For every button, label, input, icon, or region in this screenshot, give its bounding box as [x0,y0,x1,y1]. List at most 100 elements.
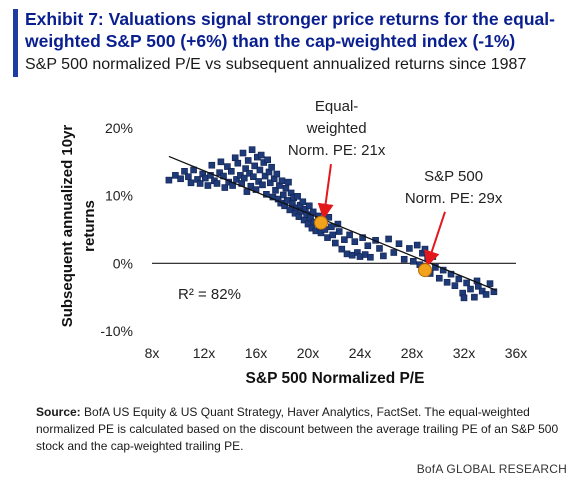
highlight-label: Norm. PE: 29x [405,190,503,207]
scatter-point [351,238,359,245]
scatter-point [364,242,372,250]
scatter-chart: Subsequent annualized 10yr returns -10% 0… [59,98,527,387]
scatter-point [285,178,292,186]
scatter-point [259,181,266,189]
scatter-point [385,235,392,243]
scatter-point [242,165,249,172]
scatter-point [278,177,286,185]
r-squared-label: R² = 82% [178,286,241,303]
scatter-point [264,156,272,164]
scatter-point [246,170,253,177]
scatter-point [346,231,353,239]
scatter-point [359,234,366,241]
y-axis-title-line: Subsequent annualized 10yr [59,125,76,328]
scatter-point [233,176,240,183]
scatter-point [187,179,195,187]
scatter-point [244,157,252,164]
scatter-point [460,294,468,302]
scatter-point [329,231,337,239]
scatter-point [435,274,443,282]
scatter-point [204,182,212,189]
highlight-label: S&P 500 [424,168,483,185]
scatter-point [395,240,403,248]
scatter-point [196,180,204,187]
scatter-point [478,287,486,295]
x-tick-label: 12x [193,345,216,361]
scatter-point [317,229,325,237]
scatter-point [255,178,262,185]
trendline [168,155,497,292]
scatter-point [367,253,374,261]
scatter-point [261,172,269,180]
source-note: Source: BofA US Equity & US Quant Strate… [36,404,566,455]
scatter-point [338,245,346,253]
scatter-point [294,193,301,200]
scatter-point [421,245,429,253]
scatter-point [299,198,307,206]
scatter-point [471,293,478,301]
scatter-point [400,255,408,263]
scatter-point [331,239,339,247]
y-tick-label: 20% [105,120,133,136]
scatter-point [263,191,270,198]
x-tick-label: 28x [401,345,424,361]
plot-area: -10% 0% 10% 20% 8x 12x 16x 20x 24x 28x 32x 36x Equal… [100,98,527,361]
x-tick-label: 36x [505,345,528,361]
scatter-point [482,291,490,298]
scatter-point [335,228,343,235]
y-axis-title-line: returns [81,200,98,252]
scatter-point [283,197,291,204]
footer-brand: BofA GLOBAL RESEARCH [416,462,567,476]
x-axis-title: S&P 500 Normalized P/E [246,370,425,387]
chart-title: Exhibit 7: Valuations signal stronger pr… [25,9,555,51]
scatter-point [380,252,387,260]
scatter-point [239,149,247,157]
scatter-point [248,146,256,153]
y-axis-title: Subsequent annualized 10yr returns [59,125,98,328]
scatter-point [272,186,279,194]
scatter-point [273,170,281,178]
scatter-point [257,151,265,159]
scatter-point [266,179,274,187]
scatter-point [234,159,242,167]
scatter-point [172,172,179,179]
y-tick-label: 10% [105,188,133,204]
scatter-point [216,169,223,176]
scatter-point [268,163,275,171]
highlight-label: weighted [306,120,367,137]
highlight-marker [418,263,432,278]
scatter-point [221,184,229,191]
scatter-point [177,175,184,183]
x-tick-label: 8x [145,345,160,361]
scatter-point [451,282,459,289]
scatter-point [341,236,348,243]
scatter-point [455,275,463,283]
scatter-point [241,174,248,182]
scatter-point [185,173,192,181]
source-text: BofA US Equity & US Quant Strategy, Have… [36,405,559,453]
scatter-point [256,166,264,174]
scatter-point [279,191,287,199]
x-tick-label: 24x [349,345,372,361]
scatter-point [250,173,257,181]
scatter-point [376,245,383,252]
scatter-point [251,162,258,170]
scatter-point [390,249,398,256]
scatter-point [224,163,231,170]
x-tick-label: 16x [245,345,268,361]
scatter-point [463,279,470,287]
scatter-point [207,172,214,179]
scatter-point [217,158,225,166]
scatter-point [208,161,216,169]
source-label: Source: [36,405,81,419]
scatter-point [443,278,451,286]
scatter-point [413,241,421,249]
accent-bar [13,9,18,77]
highlight-arrow [424,211,446,267]
chart-subtitle: S&P 500 normalized P/E vs subsequent ann… [25,56,527,73]
y-tick-label: -10% [100,323,133,339]
x-tick-label: 20x [297,345,320,361]
scatter-point [247,182,255,190]
scatter-point [406,245,413,252]
highlight-arrow [317,163,334,220]
